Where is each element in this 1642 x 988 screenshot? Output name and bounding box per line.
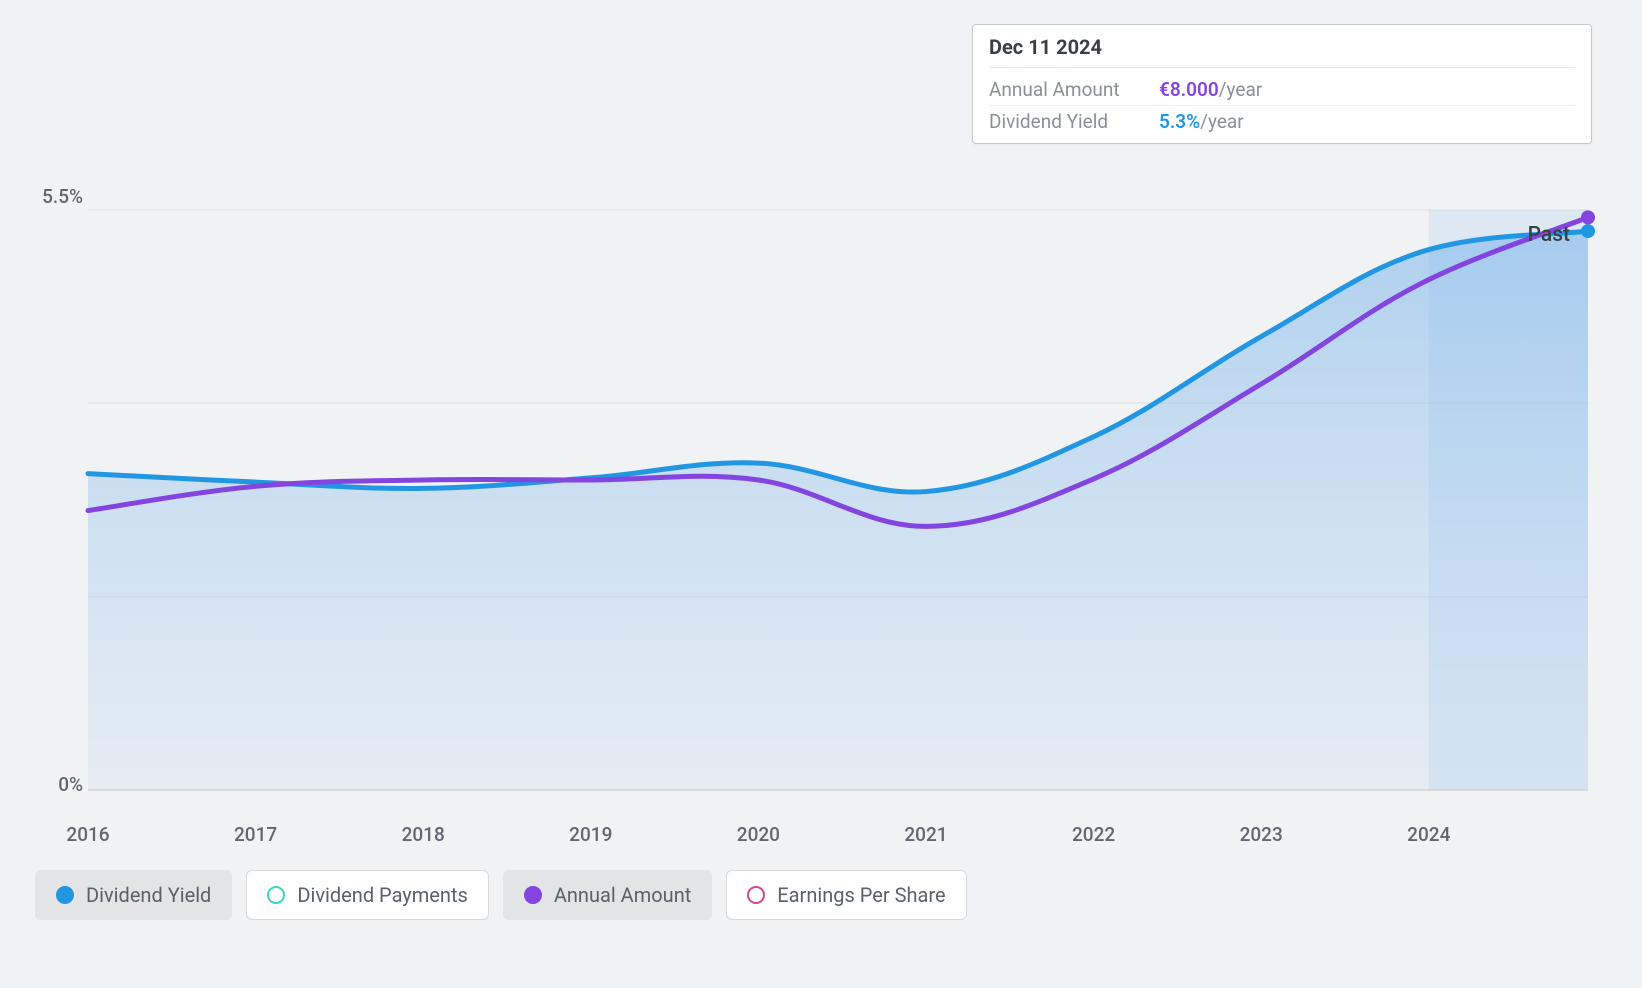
- tooltip-key: Annual Amount: [989, 78, 1159, 101]
- legend-swatch: [267, 886, 285, 904]
- chart-svg: [88, 30, 1588, 818]
- tooltip-value: 5.3%: [1159, 110, 1200, 133]
- legend-swatch: [56, 886, 74, 904]
- tooltip-unit: /year: [1219, 78, 1263, 101]
- x-axis-label: 2017: [234, 823, 277, 846]
- tooltip-value: €8.000: [1159, 78, 1219, 101]
- y-axis-label-max: 5.5%: [35, 185, 83, 208]
- x-axis-label: 2021: [904, 823, 947, 846]
- x-axis-label: 2023: [1240, 823, 1283, 846]
- legend-label: Annual Amount: [554, 883, 691, 907]
- legend-swatch: [524, 886, 542, 904]
- legend-swatch: [747, 886, 765, 904]
- x-axis-label: 2022: [1072, 823, 1115, 846]
- tooltip-row-annual-amount: Annual Amount €8.000/year: [989, 74, 1575, 106]
- past-label: Past: [1528, 223, 1570, 247]
- x-axis-label: 2016: [66, 823, 109, 846]
- legend-label: Earnings Per Share: [777, 883, 945, 907]
- legend: Dividend Yield Dividend Payments Annual Am…: [35, 870, 967, 920]
- legend-item-earnings-per-share[interactable]: Earnings Per Share: [726, 870, 966, 920]
- x-axis-label: 2018: [402, 823, 445, 846]
- tooltip: Dec 11 2024 Annual Amount €8.000/year Di…: [972, 24, 1592, 144]
- legend-label: Dividend Yield: [86, 883, 211, 907]
- x-axis-label: 2020: [737, 823, 780, 846]
- x-axis-label: 2019: [569, 823, 612, 846]
- tooltip-unit: /year: [1200, 110, 1244, 133]
- x-axis-label: 2024: [1407, 823, 1450, 846]
- legend-label: Dividend Payments: [297, 883, 467, 907]
- tooltip-date: Dec 11 2024: [989, 35, 1575, 68]
- dividend-chart: 5.5% 0% Past 2016 2017 2018 2019 2020 2021 202…: [35, 30, 1605, 900]
- y-axis-label-min: 0%: [35, 773, 83, 796]
- tooltip-key: Dividend Yield: [989, 110, 1159, 133]
- plot-area[interactable]: Past: [88, 30, 1588, 818]
- tooltip-row-dividend-yield: Dividend Yield 5.3%/year: [989, 106, 1575, 137]
- legend-item-annual-amount[interactable]: Annual Amount: [503, 870, 712, 920]
- legend-item-dividend-payments[interactable]: Dividend Payments: [246, 870, 488, 920]
- legend-item-dividend-yield[interactable]: Dividend Yield: [35, 870, 232, 920]
